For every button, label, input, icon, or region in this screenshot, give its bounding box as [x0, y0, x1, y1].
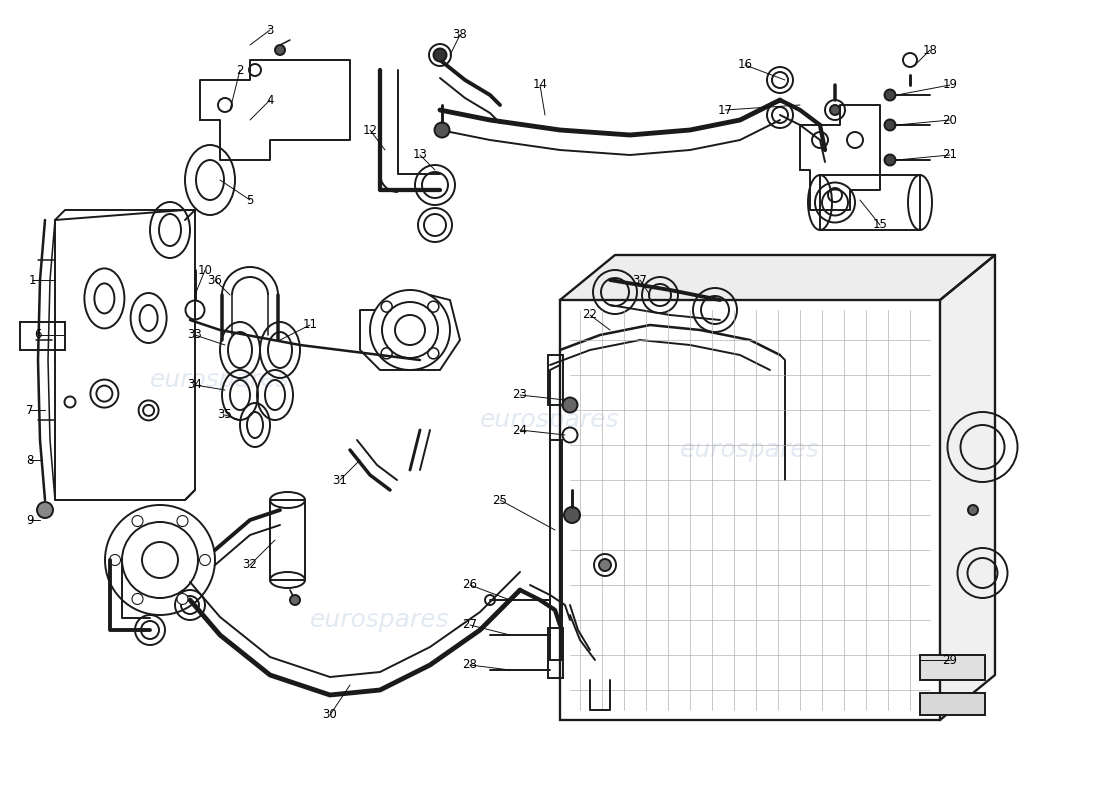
Text: 15: 15: [872, 218, 888, 231]
Circle shape: [884, 154, 895, 166]
Bar: [548, 628, 563, 678]
Text: 2: 2: [236, 63, 244, 77]
Text: 5: 5: [246, 194, 254, 206]
Text: 21: 21: [943, 149, 957, 162]
Circle shape: [37, 502, 53, 518]
Text: 12: 12: [363, 123, 377, 137]
Circle shape: [177, 594, 188, 605]
Text: 38: 38: [452, 29, 468, 42]
Text: 26: 26: [462, 578, 477, 591]
Text: 25: 25: [493, 494, 507, 506]
Text: 11: 11: [302, 318, 318, 331]
Text: 3: 3: [266, 23, 274, 37]
Circle shape: [884, 119, 895, 130]
Bar: [920, 655, 984, 680]
Text: 37: 37: [632, 274, 648, 286]
Text: 18: 18: [923, 43, 937, 57]
Circle shape: [884, 90, 895, 101]
Text: 7: 7: [26, 403, 34, 417]
Bar: [548, 355, 563, 405]
Text: 32: 32: [243, 558, 257, 571]
Circle shape: [968, 505, 978, 515]
Circle shape: [132, 515, 143, 526]
Polygon shape: [560, 255, 996, 300]
Text: eurospares: eurospares: [481, 408, 619, 432]
Text: 17: 17: [717, 103, 733, 117]
Text: 10: 10: [198, 263, 212, 277]
Text: 28: 28: [463, 658, 477, 671]
Text: 34: 34: [188, 378, 202, 391]
Text: eurospares: eurospares: [151, 368, 289, 392]
Text: 30: 30: [322, 709, 338, 722]
Text: 8: 8: [26, 454, 34, 466]
Bar: [270, 500, 305, 580]
Text: 6: 6: [34, 329, 42, 342]
Text: 14: 14: [532, 78, 548, 91]
Text: 27: 27: [462, 618, 477, 631]
Circle shape: [600, 559, 610, 571]
Text: 29: 29: [943, 654, 957, 666]
Text: 1: 1: [29, 274, 35, 286]
Circle shape: [434, 122, 450, 138]
Bar: [560, 300, 940, 720]
Bar: [920, 693, 984, 715]
Circle shape: [199, 554, 210, 566]
Circle shape: [177, 515, 188, 526]
Circle shape: [564, 507, 580, 523]
Circle shape: [562, 398, 578, 413]
Text: 35: 35: [218, 409, 232, 422]
Circle shape: [110, 554, 121, 566]
Text: 22: 22: [583, 309, 597, 322]
Text: 4: 4: [266, 94, 274, 106]
Circle shape: [433, 49, 447, 62]
Text: 9: 9: [26, 514, 34, 526]
Text: eurospares: eurospares: [310, 608, 450, 632]
Text: 16: 16: [737, 58, 752, 71]
Text: 23: 23: [513, 389, 527, 402]
Text: 36: 36: [208, 274, 222, 286]
Circle shape: [275, 45, 285, 55]
Bar: [20, 322, 65, 350]
Text: 33: 33: [188, 329, 202, 342]
Circle shape: [830, 105, 840, 115]
Circle shape: [290, 595, 300, 605]
Text: eurospares: eurospares: [680, 438, 820, 462]
Circle shape: [132, 594, 143, 605]
Text: 20: 20: [943, 114, 957, 126]
Polygon shape: [940, 255, 996, 720]
Bar: [550, 440, 562, 660]
Text: 31: 31: [332, 474, 348, 486]
Text: 13: 13: [412, 149, 428, 162]
Text: 24: 24: [513, 423, 528, 437]
Bar: [820, 175, 920, 230]
Text: 19: 19: [943, 78, 957, 91]
